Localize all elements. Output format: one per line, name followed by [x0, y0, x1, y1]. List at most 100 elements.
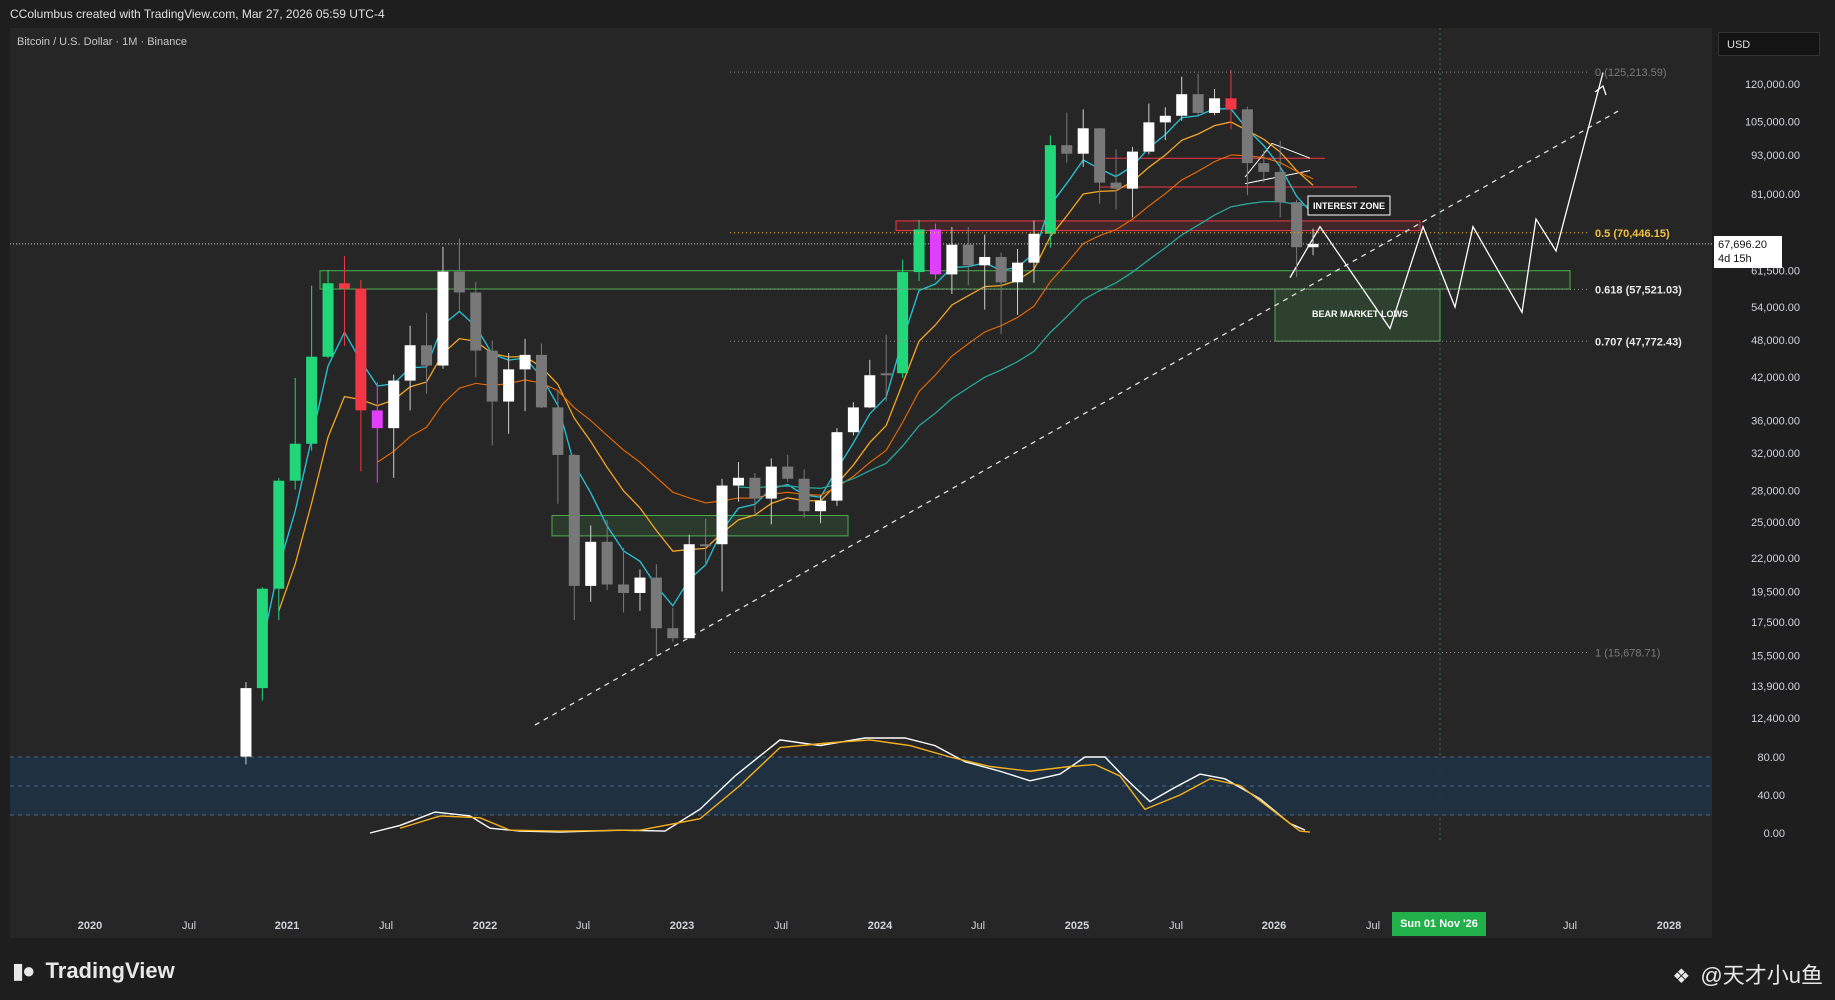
candle [1126, 146, 1138, 218]
candle-body [618, 584, 630, 593]
price-tick: 15,500.00 [1751, 651, 1800, 663]
candle [338, 256, 350, 346]
candle [815, 495, 827, 524]
candle [486, 340, 498, 446]
bar-countdown: 4d 15h [1718, 253, 1752, 265]
candle [1077, 109, 1089, 167]
price-tick: 19,500.00 [1751, 587, 1800, 599]
candle-body [683, 544, 695, 639]
candle [552, 390, 564, 504]
candle [913, 219, 925, 281]
candle [585, 525, 597, 602]
candle-body [1028, 233, 1040, 263]
candle-body [421, 345, 433, 366]
time-tick: 2020 [78, 920, 102, 932]
candle-body [1225, 98, 1237, 110]
candle [1110, 149, 1122, 210]
watermark-text: @天才小u鱼 [1700, 963, 1823, 988]
crosshair-date-label: Sun 01 Nov '26 [1400, 918, 1478, 930]
time-tick: Jul [1169, 920, 1183, 932]
candle-body [503, 369, 515, 402]
candle-body [404, 345, 416, 381]
price-axis-ticks: 120,000.00 105,000.00 93,000.00 81,000.00 61… [1745, 79, 1800, 840]
candle [1159, 107, 1171, 140]
candle-body [1012, 262, 1024, 283]
candle [864, 359, 876, 409]
candle-body [1258, 163, 1270, 172]
stoch-tick: 0.00 [1764, 828, 1785, 840]
candle-body [338, 283, 350, 289]
candle-body [1110, 182, 1122, 189]
candle-body [946, 244, 958, 275]
candlestick-chart[interactable]: 120,000.00 105,000.00 93,000.00 81,000.00 61… [0, 0, 1835, 940]
stoch-rsi-layer [369, 737, 1311, 834]
candle [1291, 199, 1303, 278]
candle [322, 269, 334, 358]
candle [732, 462, 744, 502]
price-tick: 48,000.00 [1751, 335, 1800, 347]
price-tick: 105,000.00 [1745, 116, 1800, 128]
currency-selector[interactable]: USD [1718, 32, 1820, 56]
author-watermark: ❖ @天才小u鱼 [1672, 958, 1823, 990]
candle [1044, 135, 1056, 248]
candle [1241, 106, 1253, 196]
tradingview-logo-text: TradingView [45, 958, 175, 983]
time-tick: Jul [182, 920, 196, 932]
candle-body [880, 373, 892, 376]
price-tick: 12,400.00 [1751, 713, 1800, 725]
candle [388, 374, 400, 478]
candle-body [322, 283, 334, 357]
price-tick: 28,000.00 [1751, 485, 1800, 497]
candle-body [1094, 128, 1106, 183]
last-price-tag: 67,696.20 4d 15h [1714, 236, 1782, 268]
binance-diamond-icon: ❖ [1672, 966, 1691, 988]
candle [1176, 76, 1188, 121]
candle-body [1077, 128, 1089, 154]
time-tick: 2028 [1657, 920, 1681, 932]
symbol-label: Bitcoin / U.S. Dollar · 1M · Binance [17, 36, 187, 48]
fib-label: 0.618 (57,521.03) [1595, 284, 1682, 296]
candle [880, 334, 892, 402]
candle-body [289, 443, 301, 481]
candle-body [1192, 94, 1204, 113]
candle-body [585, 541, 597, 586]
fib-levels: 0 (125,213.59) 0.5 (70,446.15) 0.618 (57,5… [730, 67, 1682, 659]
stoch-d-line [399, 739, 1311, 833]
candle [1094, 128, 1106, 204]
time-tick: Jul [379, 920, 393, 932]
candles-layer [240, 69, 1319, 765]
interest-zone-annotation: INTEREST ZONE [1307, 195, 1391, 216]
time-tick: 2025 [1065, 920, 1089, 932]
resistance-zone [895, 220, 1421, 232]
candle-body [519, 354, 531, 370]
candle-body [355, 288, 367, 411]
candle [1209, 88, 1221, 116]
time-axis-ticks: 2020 Jul 2021 Jul 2022 Jul 2023 Jul 2024 Jul 2025 J… [78, 920, 1681, 932]
candle [1192, 73, 1204, 116]
candle-body [388, 380, 400, 429]
bear-market-lows-label: BEAR MARKET LOWS [1312, 309, 1408, 319]
candle-body [371, 410, 383, 429]
candle [897, 259, 909, 378]
price-tick: 25,000.00 [1751, 517, 1800, 529]
candle [535, 343, 547, 409]
created-by-text: CColumbus created with TradingView.com, … [10, 7, 385, 21]
candle-body [667, 628, 679, 639]
candle [946, 227, 958, 294]
candle-body [847, 407, 859, 433]
candle-body [1291, 202, 1303, 248]
stoch-tick: 80.00 [1757, 752, 1785, 764]
candle-body [650, 577, 662, 629]
wedge-line [1244, 142, 1311, 178]
candle [519, 338, 531, 412]
candle [831, 428, 843, 506]
candle-body [995, 256, 1007, 283]
candle [847, 402, 859, 436]
candle [979, 234, 991, 310]
bear-market-lows-zone [1274, 288, 1441, 342]
candle-body [716, 485, 728, 545]
candle [256, 587, 268, 701]
candle [421, 312, 433, 394]
candle [1012, 248, 1024, 315]
tradingview-logo[interactable]: ▮● TradingView [12, 958, 175, 984]
